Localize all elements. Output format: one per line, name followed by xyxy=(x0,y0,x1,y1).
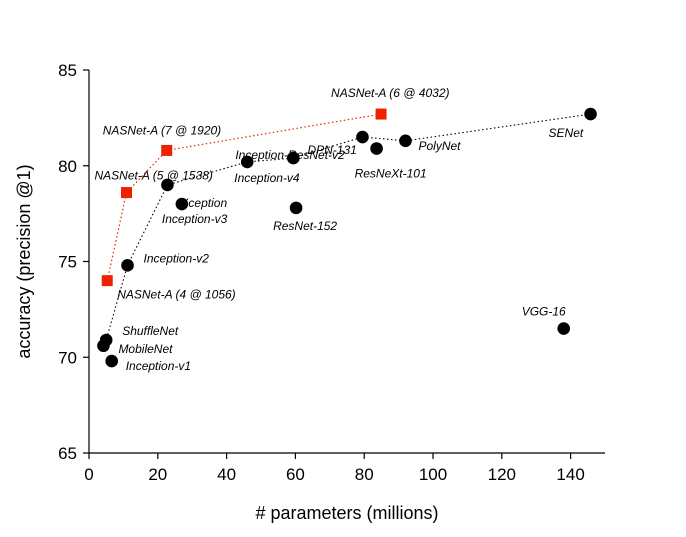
point-nasnet-a-4-1056 xyxy=(101,275,113,287)
point-polynet xyxy=(399,134,412,148)
axes: 65 70 75 80 85 0 20 40 60 80 100 120 140 xyxy=(58,61,605,484)
label-resnet-152: ResNet-152 xyxy=(273,219,337,233)
data-points xyxy=(97,107,597,368)
label-resnext-101: ResNeXt-101 xyxy=(355,167,427,181)
point-resnext-101 xyxy=(370,142,383,155)
x-tick-label: 140 xyxy=(556,465,584,484)
x-tick-label: 100 xyxy=(419,465,447,484)
label-mobilenet: MobileNet xyxy=(118,342,173,356)
label-inception-resnet-v2: Inception-ResNet-v2 xyxy=(235,148,345,162)
label-dpn-131: DPN-131 xyxy=(307,143,356,157)
label-xception: Xception xyxy=(179,196,227,210)
label-nasnet-a-5-1538: NASNet-A (5 @ 1538) xyxy=(94,169,212,183)
label-inception-v1: Inception-v1 xyxy=(126,359,191,373)
point-nasnet-a-7-1920 xyxy=(161,144,173,156)
point-inception-v2 xyxy=(121,259,134,272)
label-inception-v2: Inception-v2 xyxy=(144,251,210,265)
y-tick-label: 75 xyxy=(58,253,77,272)
label-polynet: PolyNet xyxy=(418,139,461,153)
x-tick-label: 60 xyxy=(286,465,305,484)
label-nasnet-a-6-4032: NASNet-A (6 @ 4032) xyxy=(331,86,449,100)
point-senet xyxy=(584,107,597,121)
point-labels: NASNet-A (4 @ 1056) NASNet-A (5 @ 1538) NA… xyxy=(94,86,583,373)
point-vgg-16 xyxy=(557,322,571,335)
y-tick-label: 85 xyxy=(58,61,77,80)
label-inception-v4: Inception-v4 xyxy=(234,171,300,185)
label-senet: SENet xyxy=(549,126,584,140)
label-shufflenet: ShuffleNet xyxy=(122,324,179,338)
point-inception-resnet-v2 xyxy=(287,151,300,165)
x-tick-label: 80 xyxy=(355,465,374,484)
x-tick-label: 0 xyxy=(84,465,93,484)
x-tick-label: 40 xyxy=(217,465,236,484)
x-tick-label: 120 xyxy=(488,465,516,484)
label-nasnet-a-4-1056: NASNet-A (4 @ 1056) xyxy=(117,288,235,302)
y-axis-title: accuracy (precision @1) xyxy=(14,164,34,358)
point-xception xyxy=(161,178,174,192)
y-tick-label: 65 xyxy=(58,444,77,463)
point-dpn-131 xyxy=(356,130,369,144)
point-inception-v3 xyxy=(175,197,189,211)
y-tick-label: 70 xyxy=(58,348,77,367)
label-nasnet-a-7-1920: NASNet-A (7 @ 1920) xyxy=(103,123,221,137)
point-resnet-152 xyxy=(289,201,303,215)
x-axis-title: # parameters (millions) xyxy=(255,503,438,523)
point-inception-v1 xyxy=(105,354,119,368)
point-nasnet-a-6-4032 xyxy=(375,108,387,120)
point-nasnet-a-5-1538 xyxy=(120,187,132,199)
y-tick-label: 80 xyxy=(58,157,77,176)
point-mobilenet xyxy=(97,339,110,353)
nasnet-a-line xyxy=(106,113,382,281)
x-tick-label: 20 xyxy=(148,465,167,484)
label-vgg-16: VGG-16 xyxy=(522,305,566,319)
label-inception-v3: Inception-v3 xyxy=(162,212,228,226)
point-inception-v4 xyxy=(240,155,254,169)
